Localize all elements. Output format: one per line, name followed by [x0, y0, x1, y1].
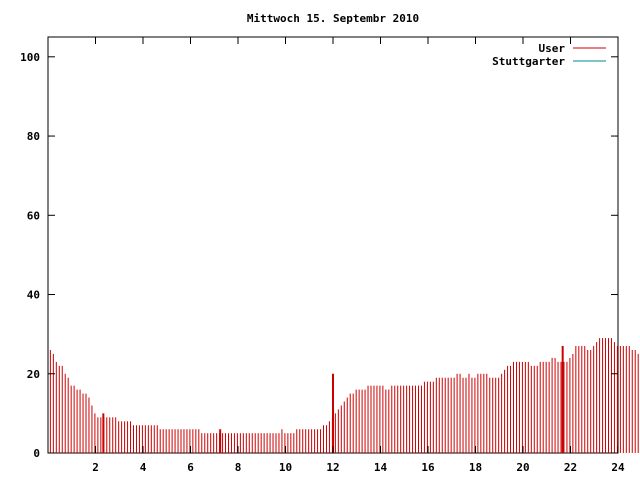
x-tick-label: 20 [516, 461, 529, 474]
y-tick-label: 80 [27, 130, 40, 143]
legend-label: User [539, 42, 566, 55]
x-axis: 2 4 6 8 10 12 14 16 18 20 22 24 [92, 37, 625, 474]
y-tick-label: 20 [27, 368, 40, 381]
x-tick-label: 22 [564, 461, 577, 474]
x-tick-label: 6 [187, 461, 194, 474]
user-bars-layer [102, 346, 564, 453]
x-tick-label: 10 [279, 461, 292, 474]
y-tick-label: 40 [27, 289, 40, 302]
x-tick-label: 14 [374, 461, 388, 474]
x-tick-label: 16 [421, 461, 435, 474]
x-tick-label: 2 [92, 461, 99, 474]
y-tick-label: 60 [27, 209, 40, 222]
legend-label: Stuttgarter [492, 55, 565, 68]
chart-title: Mittwoch 15. Septembr 2010 [247, 12, 419, 25]
y-tick-label: 100 [20, 51, 40, 64]
bars-layer [49, 338, 639, 453]
x-tick-label: 24 [611, 461, 625, 474]
x-tick-label: 12 [326, 461, 339, 474]
y-axis: 0 20 40 60 80 100 [20, 51, 618, 460]
x-tick-label: 4 [140, 461, 147, 474]
y-tick-label: 0 [33, 447, 40, 460]
x-tick-label: 18 [469, 461, 482, 474]
x-tick-label: 8 [235, 461, 242, 474]
